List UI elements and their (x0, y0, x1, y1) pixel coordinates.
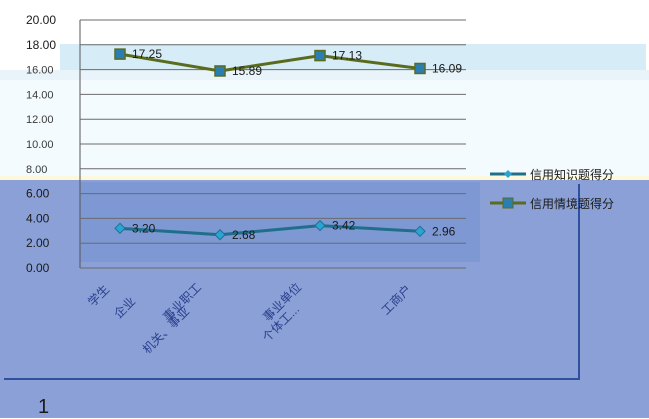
y-tick-label: 10.00 (26, 139, 54, 151)
x-tick-label: 学生 (85, 282, 113, 310)
data-label: 2.96 (432, 224, 456, 238)
y-tick-label: 18.00 (26, 38, 56, 52)
y-tick-label: 6.00 (26, 187, 50, 201)
y-tick-label: 20.00 (26, 13, 56, 27)
x-tick-label: 企业 (111, 294, 139, 322)
x-tick-label: 工商户 (378, 282, 414, 318)
frame-line (4, 378, 580, 380)
data-point (314, 219, 326, 232)
background-band (0, 80, 649, 180)
legend-marker (502, 197, 514, 209)
data-label: 15.89 (232, 64, 262, 78)
data-label: 2.68 (232, 228, 256, 242)
data-label: 17.13 (332, 49, 362, 63)
data-point (414, 62, 426, 75)
data-label: 16.09 (432, 61, 462, 75)
y-tick-label: 2.00 (26, 236, 50, 250)
page-number: 1 (38, 396, 50, 418)
background-band (60, 44, 646, 70)
series-line (119, 52, 421, 73)
data-point (214, 65, 226, 77)
y-tick-label: 12.00 (26, 114, 54, 126)
data-point (314, 49, 326, 62)
data-point (114, 222, 126, 235)
series-line (119, 224, 421, 237)
y-tick-label: 8.00 (26, 164, 47, 176)
legend-label: 信用知识题得分 (530, 167, 614, 182)
data-label: 17.25 (132, 47, 162, 61)
y-tick-label: 0.00 (26, 261, 50, 275)
legend-marker (504, 170, 512, 178)
y-tick-label: 4.00 (26, 211, 50, 225)
data-point (214, 229, 226, 241)
legend-label: 信用情境题得分 (530, 196, 614, 211)
background-band (0, 70, 649, 80)
y-tick-label: 16.00 (26, 65, 54, 77)
data-label: 3.20 (132, 221, 156, 235)
frame-line (578, 184, 580, 380)
y-tick-label: 14.00 (26, 89, 54, 101)
data-label: 3.42 (332, 219, 356, 233)
background-band (80, 182, 480, 262)
data-point (414, 225, 426, 238)
data-point (114, 48, 126, 60)
